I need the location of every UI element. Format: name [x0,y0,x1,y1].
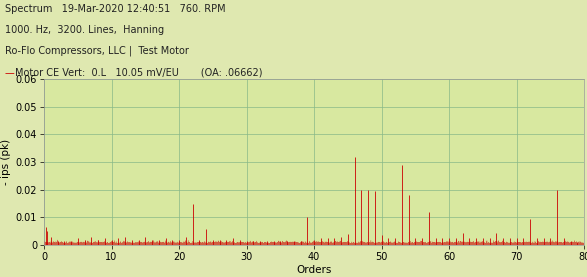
Text: —: — [5,68,15,78]
Text: Spectrum   19-Mar-2020 12:40:51   760. RPM: Spectrum 19-Mar-2020 12:40:51 760. RPM [5,4,225,14]
Text: Ro-Flo Compressors, LLC |  Test Motor: Ro-Flo Compressors, LLC | Test Motor [5,46,188,56]
Text: Motor CE Vert:  0.L   10.05 mV/EU       (OA: .06662): Motor CE Vert: 0.L 10.05 mV/EU (OA: .066… [15,68,263,78]
Y-axis label: - ips (pk): - ips (pk) [1,139,11,185]
X-axis label: Orders: Orders [296,265,332,275]
Text: 1000. Hz,  3200. Lines,  Hanning: 1000. Hz, 3200. Lines, Hanning [5,25,164,35]
